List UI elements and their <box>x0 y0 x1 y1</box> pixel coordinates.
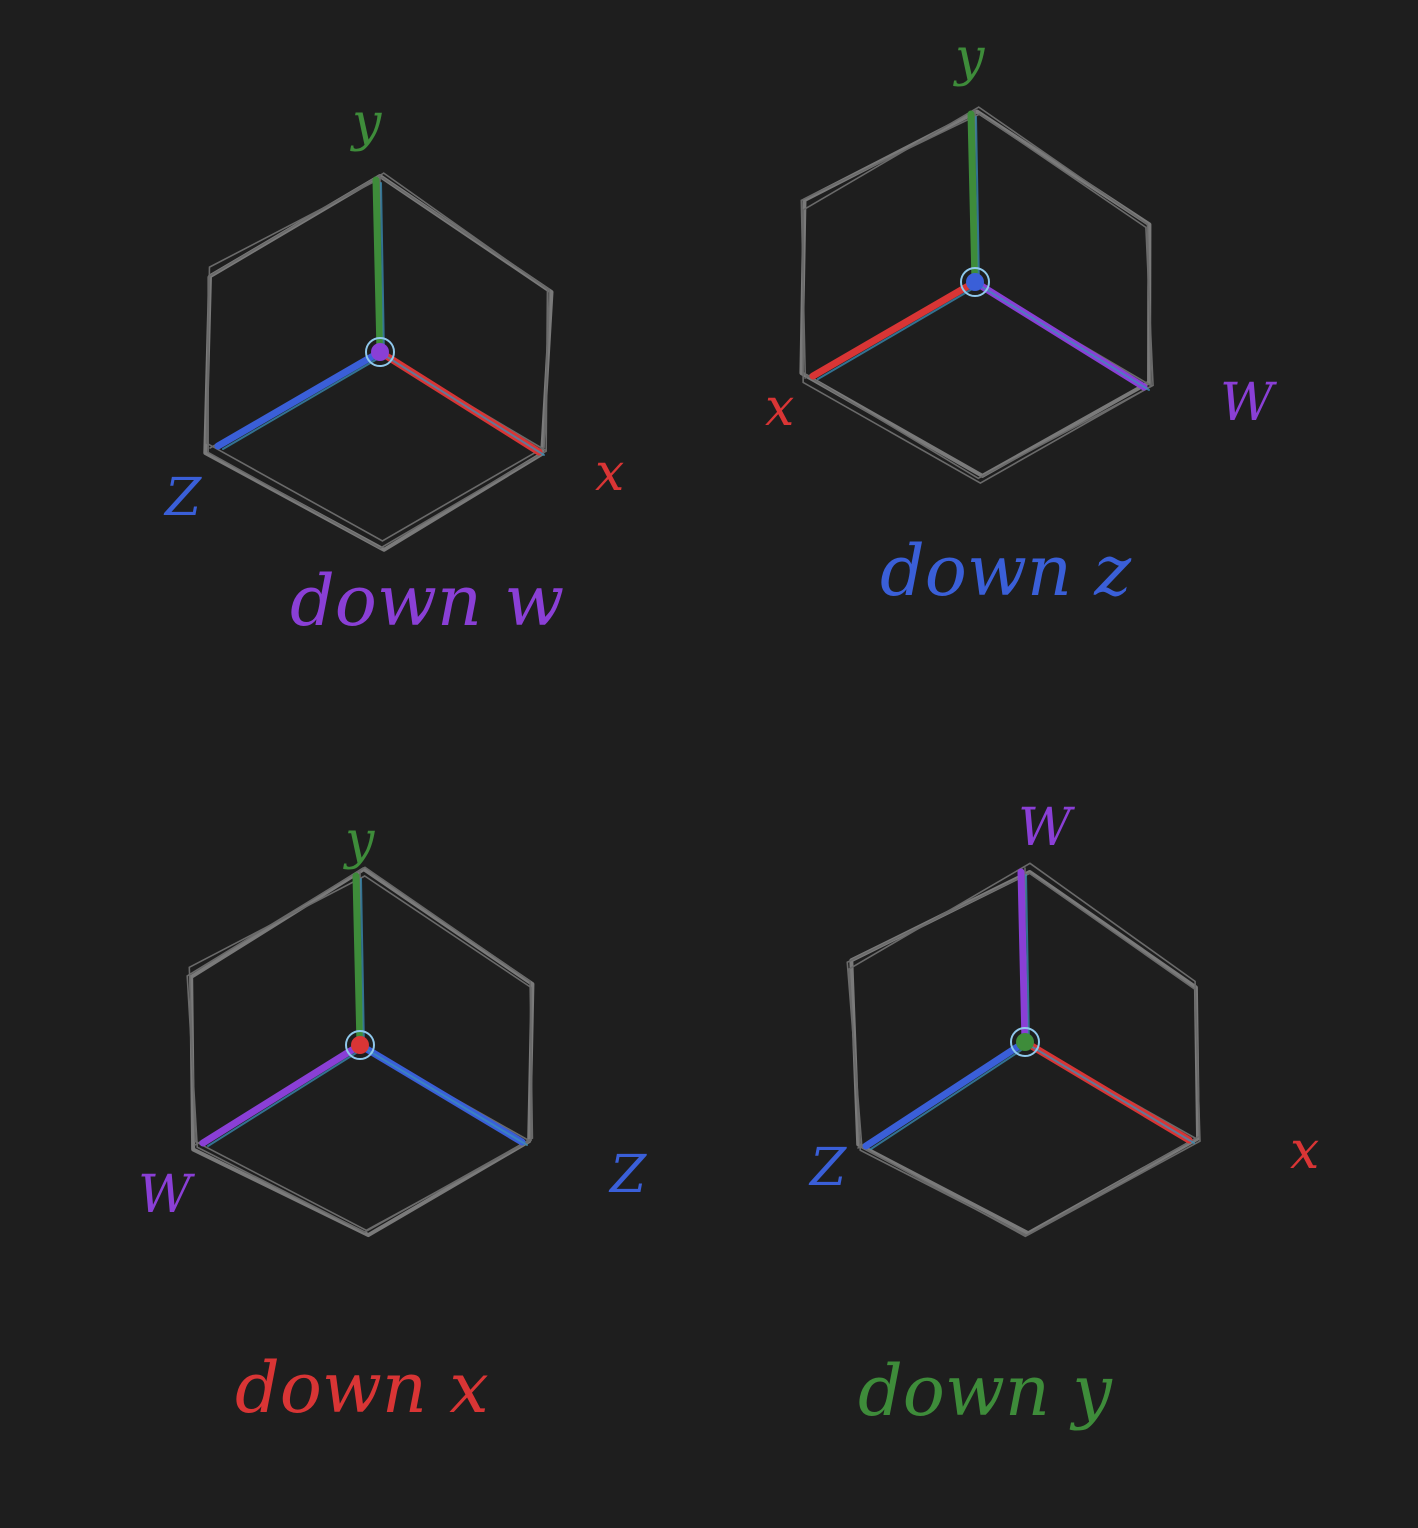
hexagon-frame <box>186 866 534 1234</box>
axis-y-line <box>372 176 384 356</box>
panel-caption: down x <box>235 1347 489 1429</box>
axis-label-x: x <box>1290 1121 1319 1181</box>
panel-down-y: W Z x down y <box>808 798 1319 1432</box>
axis-label-y: y <box>953 28 985 88</box>
axis-y-line <box>967 110 979 286</box>
axis-z-highlight <box>363 1047 528 1146</box>
axis-label-x: x <box>595 443 624 503</box>
axis-label-w: W <box>1018 798 1075 858</box>
axis-label-z: Z <box>608 1145 647 1205</box>
panel-caption: down y <box>858 1350 1113 1432</box>
hexagon-frame <box>802 106 1152 484</box>
axis-label-y: y <box>350 93 382 153</box>
panel-caption: down z <box>880 530 1132 612</box>
axis-w-highlight <box>978 284 1150 391</box>
axis-x-line <box>809 278 979 380</box>
axis-z-highlight <box>870 1044 1030 1150</box>
axis-y-highlight <box>380 182 385 356</box>
hexagon-frame <box>189 867 535 1238</box>
axis-label-z: Z <box>163 468 202 528</box>
axis-z-line <box>214 348 384 450</box>
axis-y-line <box>352 872 364 1049</box>
axis-w-line <box>199 1041 364 1147</box>
axis-x-highlight <box>383 354 545 456</box>
origin-ring <box>960 267 990 297</box>
axis-label-z: Z <box>808 1138 847 1198</box>
axis-label-y: y <box>343 811 375 871</box>
hexagon-frame <box>207 172 549 549</box>
panel-caption: down w <box>290 560 564 642</box>
axis-w-highlight <box>207 1047 365 1147</box>
axis-label-w: W <box>138 1165 195 1225</box>
axis-label-w: W <box>1220 373 1277 433</box>
center-axis-w-dot <box>371 343 389 361</box>
axis-y-highlight <box>360 878 365 1049</box>
center-axis-x-dot <box>351 1036 369 1054</box>
axis-z-highlight <box>222 354 385 450</box>
axis-x-highlight <box>817 284 980 380</box>
axis-z-line <box>862 1038 1029 1150</box>
origin-ring <box>1010 1027 1040 1057</box>
hexagon-frame <box>846 872 1201 1238</box>
axis-x-highlight <box>1028 1044 1195 1144</box>
axis-w-highlight <box>1025 874 1030 1046</box>
panel-down-w: y Z x down w <box>163 93 624 642</box>
axis-w-line <box>1017 868 1029 1046</box>
origin-ring <box>365 337 395 367</box>
hexagon-frame <box>205 176 551 542</box>
origin-ring <box>345 1030 375 1060</box>
center-axis-y-dot <box>1016 1033 1034 1051</box>
center-axis-z-dot <box>966 273 984 291</box>
axis-y-highlight <box>975 116 980 286</box>
axis-label-x: x <box>765 378 794 438</box>
hexagon-frame <box>800 113 1154 480</box>
